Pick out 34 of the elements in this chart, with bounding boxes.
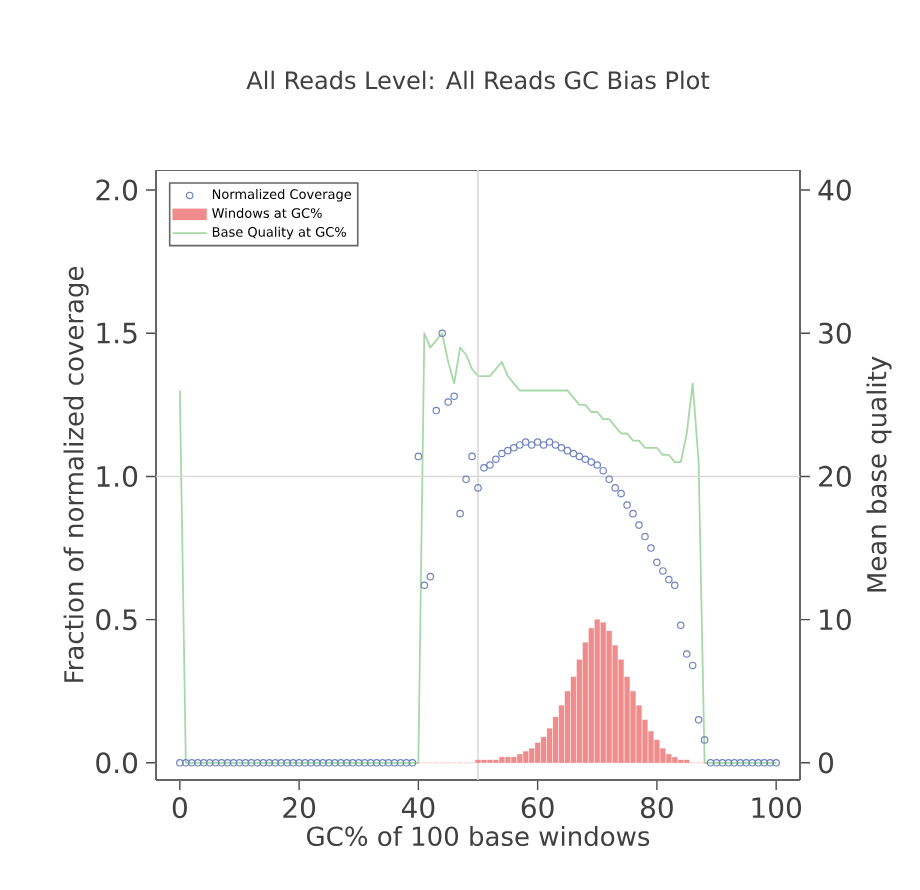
x-tick-label: 100 [752,797,802,819]
chart-title: All Reads Level: All Reads GC Bias Plot [246,70,710,90]
bar [523,751,529,763]
bar [529,748,535,763]
x-tick-label: 60 [521,797,554,819]
y-tick-label: 0.0 [96,752,138,774]
y2-tick-label: 10 [820,609,851,631]
y-tick-label: 2.0 [96,179,138,201]
y2-tick-label: 30 [819,322,851,344]
y2-tick-label: 20 [819,465,851,488]
bar [540,736,547,763]
x-tick-label: 20 [283,797,316,819]
x-axis-title: GC% of 100 base windows [307,825,650,847]
bar [654,739,660,763]
bar [511,756,517,763]
y2-tick-label: 40 [818,179,851,201]
y-tick-label: 0.5 [96,609,137,631]
bar [517,754,523,763]
bar [600,622,606,763]
x-tick-label: 80 [640,797,673,819]
bar [505,756,511,763]
y2-tick-label: 0 [818,752,834,774]
bar [666,754,672,763]
x-tick-label: 40 [401,797,435,819]
y2-axis-title: Mean base quality [866,356,892,592]
y-axis-title: Fraction of normalized coverage [63,266,89,682]
y-tick-label: 1.5 [97,322,137,344]
bar [606,630,612,763]
bar [534,742,541,763]
y-tick-label: 1.0 [97,465,138,488]
x-tick-label: 0 [172,797,187,819]
bar [499,756,505,763]
bar [594,619,600,763]
bar [672,756,678,763]
